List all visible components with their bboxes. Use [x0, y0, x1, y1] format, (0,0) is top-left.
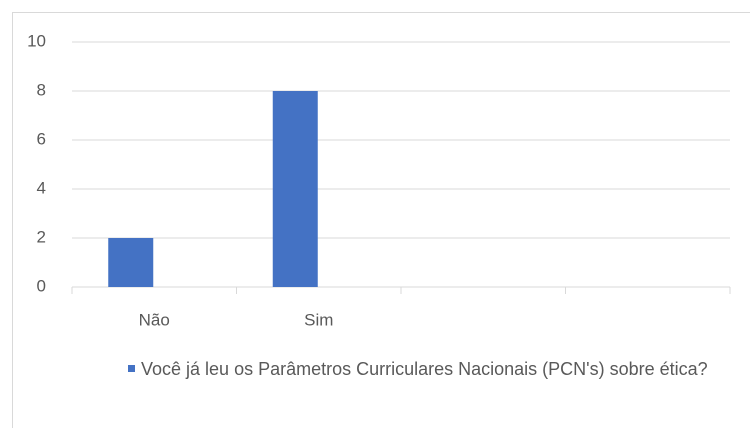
bar — [108, 238, 154, 287]
y-tick-label: 8 — [37, 80, 46, 99]
y-tick-label: 2 — [37, 227, 46, 246]
bar — [272, 91, 318, 287]
legend: Você já leu os Parâmetros Curriculares N… — [128, 356, 728, 383]
x-tick-label: Não — [139, 310, 170, 329]
legend-label: Você já leu os Parâmetros Curriculares N… — [141, 359, 708, 379]
y-tick-label: 4 — [37, 178, 46, 197]
y-tick-label: 6 — [37, 129, 46, 148]
y-tick-label: 0 — [37, 276, 46, 295]
y-tick-label: 10 — [27, 31, 46, 50]
legend-key — [128, 364, 135, 372]
chart-border — [12, 12, 750, 428]
x-tick-label: Sim — [304, 310, 333, 329]
